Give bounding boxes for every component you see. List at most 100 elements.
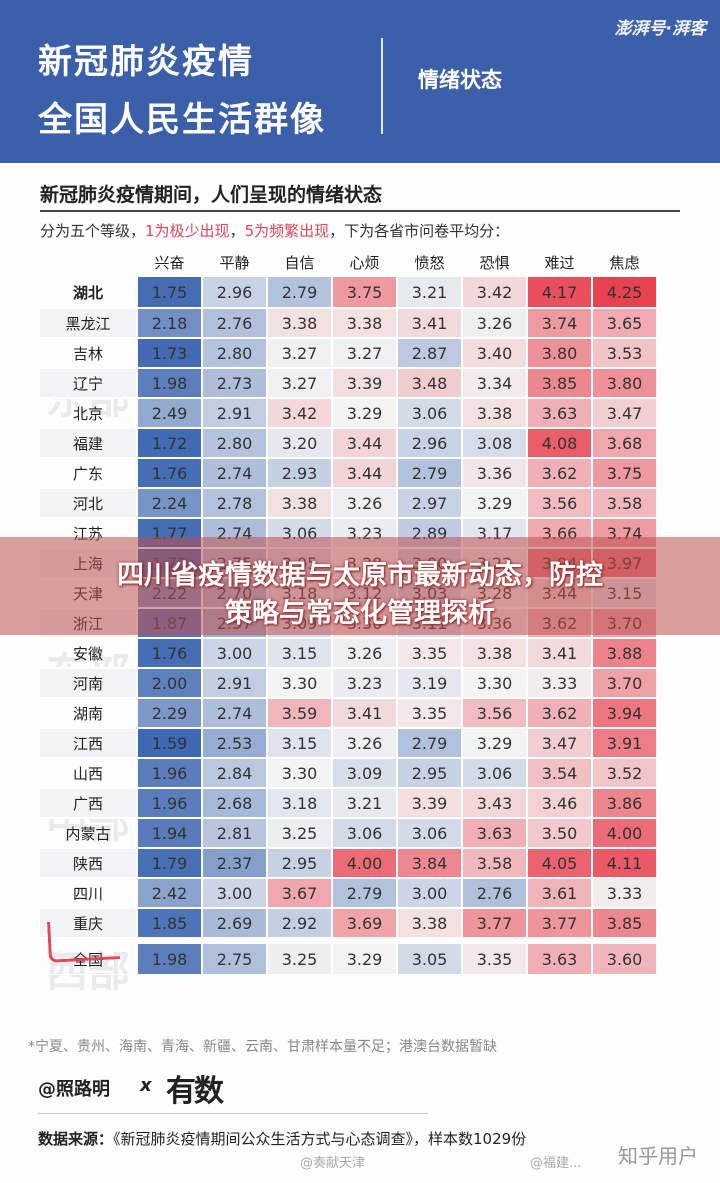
- heatmap-cell: 2.96: [398, 428, 461, 458]
- heatmap-cell: 3.80: [528, 338, 591, 368]
- footer-divider: [38, 1113, 428, 1114]
- column-header: 自信: [284, 253, 315, 272]
- heatmap-cell: 1.75: [138, 276, 201, 308]
- heatmap-row: 北京 2.49 2.91 3.42 3.29 3.06 3.38 3.63 3.47: [40, 398, 656, 428]
- heatmap-cell: 2.79: [398, 728, 461, 758]
- footnote: *宁夏、贵州、海南、青海、新疆、云南、甘肃样本量不足；港澳台数据暂缺: [28, 1039, 497, 1055]
- heatmap-cell: 3.85: [528, 368, 591, 398]
- heatmap-cell: 3.42: [463, 276, 526, 308]
- heatmap-cell: 3.26: [333, 728, 396, 758]
- heatmap-row: 黑龙江 2.18 2.76 3.38 3.38 3.41 3.26 3.74 3.65: [40, 308, 656, 338]
- heatmap-cell: 2.91: [203, 668, 266, 698]
- desc-sep: ，: [229, 222, 245, 240]
- heatmap-cell: 3.30: [268, 758, 331, 788]
- heatmap-cell: 3.91: [593, 728, 656, 758]
- heatmap-row: 湖南 2.29 2.74 3.59 3.41 3.35 3.56 3.62 3.94: [40, 698, 656, 728]
- column-header: 平静: [219, 253, 250, 272]
- heatmap-cell: 3.38: [268, 488, 331, 518]
- row-label: 吉林: [40, 338, 136, 368]
- heatmap-cell: 3.33: [593, 878, 656, 908]
- heatmap-cell: 3.41: [398, 308, 461, 338]
- heatmap-cell: 3.18: [268, 788, 331, 818]
- heatmap-cell: 3.42: [268, 398, 331, 428]
- header-title-line2: 全国人民生活群像: [38, 100, 326, 140]
- heatmap-row: 广西 1.96 2.68 3.18 3.21 3.39 3.43 3.46 3.86: [40, 788, 656, 818]
- header-corner: [40, 248, 136, 276]
- heatmap-cell: 1.76: [138, 458, 201, 488]
- heatmap-cell: 3.65: [593, 308, 656, 338]
- heatmap-cell: 3.38: [463, 638, 526, 668]
- heatmap-cell: 3.39: [398, 788, 461, 818]
- heatmap-cell: 2.74: [203, 698, 266, 728]
- heatmap-cell: 3.48: [398, 368, 461, 398]
- desc-red1: 1为极少出现: [145, 222, 230, 240]
- heatmap-cell: 2.97: [398, 488, 461, 518]
- heatmap-cell: 2.74: [203, 458, 266, 488]
- heatmap-cell: 3.40: [463, 338, 526, 368]
- heatmap-cell: 3.47: [593, 398, 656, 428]
- heatmap-cell: 3.00: [203, 878, 266, 908]
- heatmap-cell: 2.93: [268, 458, 331, 488]
- heatmap-row: 四川 2.42 3.00 3.67 2.79 3.00 2.76 3.61 3.33: [40, 878, 656, 908]
- header-subtitle: 情绪状态: [418, 68, 502, 92]
- row-label: 辽宁: [40, 368, 136, 398]
- header-title-line1: 新冠肺炎疫情: [38, 42, 254, 82]
- heatmap-row: 辽宁 1.98 2.73 3.27 3.39 3.48 3.34 3.85 3.80: [40, 368, 656, 398]
- heatmap-cell: 3.58: [463, 848, 526, 878]
- heatmap-cell: 3.43: [463, 788, 526, 818]
- heatmap-cell: 3.54: [528, 758, 591, 788]
- data-source: 数据来源：《新冠肺炎疫情期间公众生活方式与心态调查》，样本数1029份: [38, 1128, 526, 1149]
- heatmap-cell: 1.96: [138, 788, 201, 818]
- heatmap-cell: 3.27: [268, 368, 331, 398]
- heatmap-cell: 3.36: [463, 458, 526, 488]
- brand-logo: 澎湃号·湃客: [614, 19, 706, 39]
- heatmap-cell: 3.38: [463, 398, 526, 428]
- heatmap-cell: 3.50: [528, 818, 591, 848]
- heatmap-cell: 2.79: [268, 276, 331, 308]
- heatmap-cell: 3.29: [463, 728, 526, 758]
- heatmap-cell: 2.76: [463, 878, 526, 908]
- heatmap-cell: 3.26: [333, 488, 396, 518]
- heatmap-cell: 3.38: [268, 308, 331, 338]
- heatmap-cell: 3.53: [593, 338, 656, 368]
- heatmap-cell: 3.44: [333, 428, 396, 458]
- column-header: 难过: [544, 253, 575, 272]
- row-label: 河南: [40, 668, 136, 698]
- heatmap-cell: 1.85: [138, 908, 201, 938]
- heatmap-cell: 2.79: [333, 878, 396, 908]
- heatmap-cell: 2.80: [203, 428, 266, 458]
- column-header: 愤怒: [414, 253, 445, 272]
- heatmap-cell: 3.41: [333, 698, 396, 728]
- column-header: 焦虑: [609, 253, 640, 272]
- desc-part2: ，下为各省市问卷平均分：: [329, 222, 510, 240]
- heatmap-cell: 3.29: [333, 398, 396, 428]
- heatmap-cell: 2.76: [203, 308, 266, 338]
- heatmap-cell: 3.68: [593, 428, 656, 458]
- heatmap-cell: 3.05: [398, 943, 461, 975]
- heatmap-cell: 3.30: [463, 668, 526, 698]
- heatmap-cell: 2.96: [203, 276, 266, 308]
- heatmap-cell: 3.06: [398, 818, 461, 848]
- row-label: 江西: [40, 728, 136, 758]
- heatmap-row: 陕西 1.79 2.37 2.95 4.00 3.84 3.58 4.05 4.11: [40, 848, 656, 878]
- heatmap-cell: 3.63: [528, 398, 591, 428]
- heatmap-cell: 3.74: [528, 308, 591, 338]
- heatmap-cell: 3.38: [333, 308, 396, 338]
- heatmap-cell: 3.61: [528, 878, 591, 908]
- heatmap-cell: 4.00: [333, 848, 396, 878]
- heatmap-cell: 3.56: [463, 698, 526, 728]
- heatmap-cell: 1.76: [138, 638, 201, 668]
- heatmap-cell: 3.56: [528, 488, 591, 518]
- heatmap-cell: 2.84: [203, 758, 266, 788]
- heatmap-cell: 2.95: [268, 848, 331, 878]
- header-banner: 新冠肺炎疫情 全国人民生活群像 情绪状态 澎湃号·湃客: [0, 0, 720, 163]
- author-credit: @照路明: [38, 1079, 110, 1100]
- heatmap-cell: 3.39: [333, 368, 396, 398]
- heatmap-cell: 3.19: [398, 668, 461, 698]
- heatmap-cell: 3.69: [333, 908, 396, 938]
- zhihu-watermark: 知乎用户: [618, 1144, 698, 1168]
- heatmap-cell: 2.29: [138, 698, 201, 728]
- row-label: 广东: [40, 458, 136, 488]
- heatmap-cell: 3.27: [333, 338, 396, 368]
- row-label: 黑龙江: [40, 308, 136, 338]
